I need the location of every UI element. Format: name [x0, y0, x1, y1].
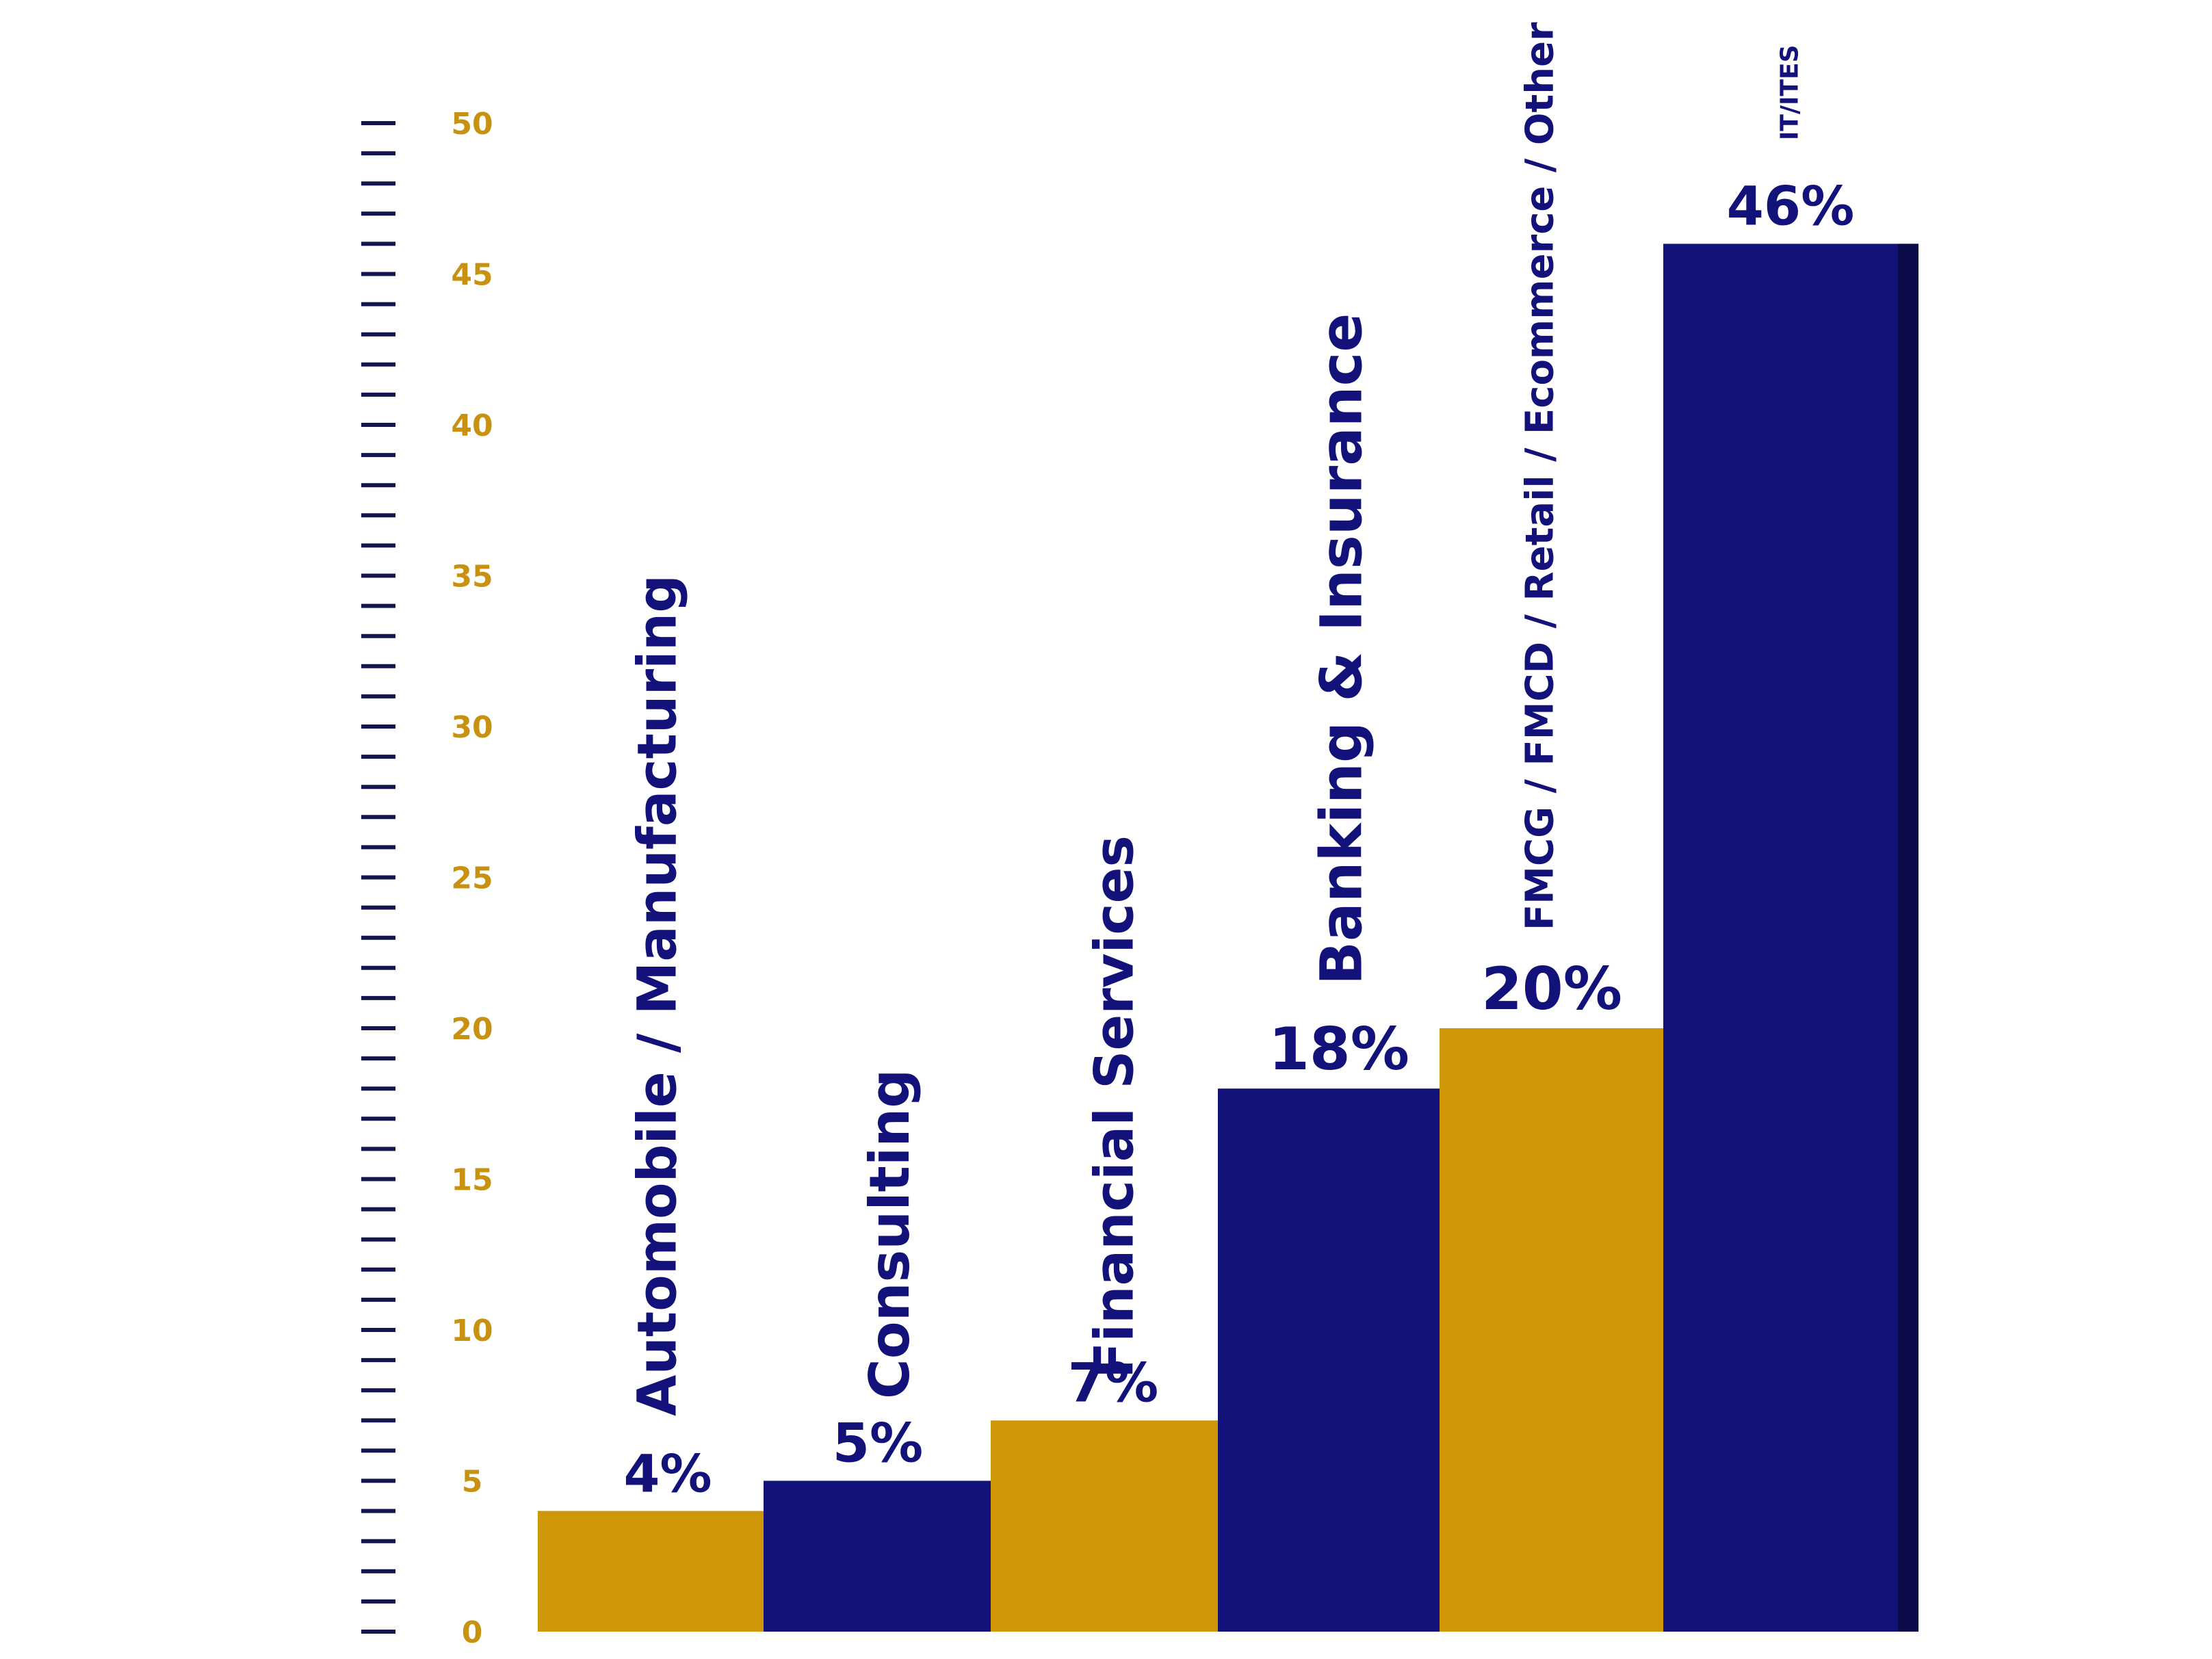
y-tick-label: 20: [451, 1012, 493, 1047]
y-tick-label: 15: [451, 1163, 493, 1198]
value-label: 18%: [1268, 1015, 1409, 1084]
y-tick-label: 10: [451, 1314, 493, 1348]
bar-group: [538, 1511, 784, 1632]
category-label: Automobile / Manufacturing: [627, 575, 688, 1416]
y-tick-label: 5: [462, 1465, 483, 1500]
value-label: 46%: [1727, 176, 1855, 237]
y-tick-label: 45: [451, 258, 493, 293]
bar: [1218, 1088, 1465, 1632]
y-tick-label: 50: [451, 107, 493, 142]
bars: [538, 244, 1918, 1632]
bar-group: [1218, 1088, 1465, 1632]
labels: 4% 5% 7% 18% 20% 46% Automobile / Manufacturin…: [623, 22, 1854, 1504]
y-tick-label: 40: [451, 408, 493, 443]
y-tick-label: 30: [451, 710, 493, 745]
bar-group: [991, 1420, 1241, 1632]
value-label: 20%: [1481, 955, 1622, 1023]
bar-shade: [1898, 244, 1918, 1632]
y-axis-ruler: 0 5 10 15 20 25 30 35 40 45 50: [361, 107, 493, 1650]
category-label: Consulting: [858, 1069, 922, 1400]
bar: [991, 1420, 1241, 1632]
category-label: IT/ITES: [1776, 44, 1804, 140]
value-label: 5%: [833, 1413, 923, 1475]
category-label: Financial Services: [1084, 835, 1145, 1379]
bar-group: [1440, 1028, 1689, 1632]
bar-group: [764, 1480, 1014, 1632]
bar: [1663, 244, 1918, 1632]
bar: [538, 1511, 784, 1632]
y-tick-label: 0: [462, 1615, 483, 1650]
category-label: FMCG / FMCD / Retail / Ecommerce / Other: [1518, 22, 1563, 930]
bar: [1440, 1028, 1689, 1632]
y-tick-label: 25: [451, 861, 493, 896]
bar: [764, 1480, 1014, 1632]
value-label: 7%: [1068, 1353, 1158, 1414]
value-label: 4%: [623, 1444, 712, 1504]
category-label: Banking & Insurance: [1307, 313, 1375, 985]
bar-group: [1663, 244, 1918, 1632]
y-tick-label: 35: [451, 560, 493, 595]
